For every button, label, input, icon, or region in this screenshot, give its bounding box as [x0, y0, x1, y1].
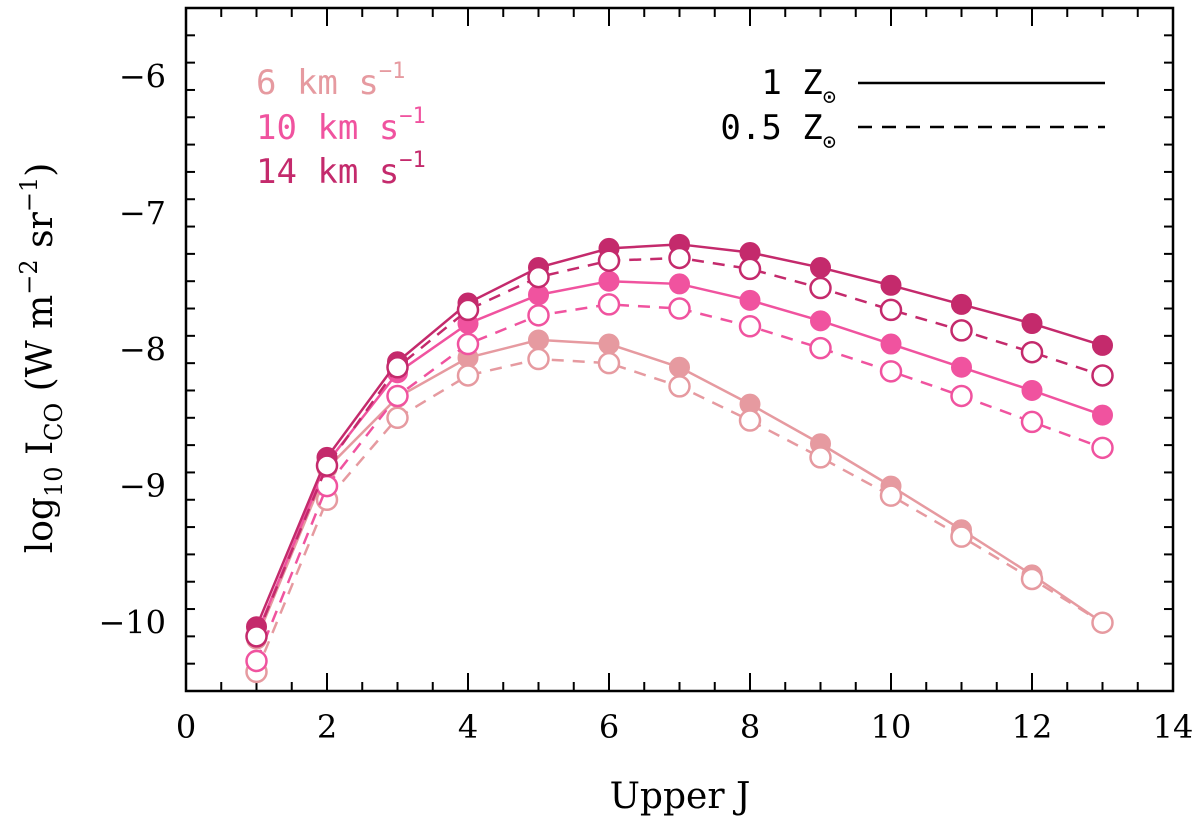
- data-point: [950, 319, 973, 342]
- data-point: [809, 446, 832, 469]
- data-point: [1020, 567, 1044, 591]
- y-tick-label: −6: [119, 57, 166, 95]
- data-point: [597, 351, 621, 375]
- y-axis-units: (W m: [20, 295, 61, 403]
- data-point: [598, 333, 620, 355]
- x-tick-label: 6: [599, 708, 619, 746]
- data-point: [456, 364, 480, 387]
- legend-velocity-10: 10 km s−1: [256, 104, 426, 148]
- data-point: [597, 249, 621, 272]
- y-axis-sr: sr: [20, 211, 61, 259]
- series-3: [245, 293, 1114, 673]
- x-tick-label: 12: [1012, 708, 1053, 746]
- plot-frame: [184, 6, 1175, 693]
- data-point: [1021, 313, 1043, 335]
- y-tick-label: −10: [98, 604, 166, 642]
- legend-velocity-14: 14 km s−1: [256, 148, 426, 192]
- data-point: [739, 289, 761, 311]
- x-tick-label: 8: [740, 708, 760, 746]
- legend-metallicity-0-5: 0.5 Z⊙: [720, 108, 836, 155]
- y-axis-m-exp: −2: [15, 259, 43, 294]
- data-point: [315, 474, 339, 498]
- data-point: [810, 310, 831, 332]
- data-point: [1020, 340, 1044, 364]
- axis-ticks: [185, 7, 1174, 692]
- y-axis-log: log: [20, 497, 61, 553]
- data-point: [879, 484, 903, 507]
- x-tick-label: 10: [871, 708, 912, 746]
- data-point: [668, 375, 691, 398]
- data-point: [1091, 436, 1114, 460]
- y-axis-log-sub: 10: [40, 466, 68, 497]
- data-point: [951, 356, 972, 378]
- legend-velocity-6: 6 km s−1: [256, 59, 405, 103]
- data-point: [598, 270, 620, 292]
- data-point: [1091, 611, 1114, 634]
- x-axis-title: Upper J: [610, 776, 751, 817]
- data-point: [669, 356, 690, 378]
- series-2: [246, 270, 1113, 646]
- series-line: [255, 357, 1104, 673]
- data-point: [1021, 379, 1043, 401]
- data-point: [527, 265, 550, 289]
- data-point: [951, 293, 972, 315]
- y-axis-title: log10 ICO (W m−2 sr−1): [15, 163, 68, 554]
- tick-labels: 0 2 4 6 8 10 12 14 −10 −9 −8 −7 −6: [98, 57, 1193, 746]
- data-point: [528, 329, 549, 351]
- series-layer: [245, 233, 1114, 684]
- data-point: [738, 409, 762, 432]
- data-point: [810, 257, 831, 279]
- data-point: [456, 298, 480, 322]
- data-point: [668, 297, 691, 320]
- series-5: [245, 246, 1114, 648]
- data-point: [809, 336, 832, 360]
- y-axis-i: I: [20, 441, 61, 467]
- y-tick-label: −7: [119, 194, 166, 232]
- data-point: [879, 360, 903, 383]
- y-tick-label: −9: [119, 467, 166, 505]
- data-point: [597, 293, 621, 316]
- series-line: [255, 279, 1103, 636]
- data-point: [950, 384, 973, 408]
- x-tick-label: 4: [458, 708, 478, 746]
- data-point: [669, 273, 690, 295]
- data-point: [456, 332, 480, 356]
- data-point: [1091, 364, 1114, 387]
- data-point: [1092, 404, 1113, 426]
- series-4: [246, 233, 1113, 638]
- y-axis-i-sub: CO: [40, 403, 68, 441]
- y-tick-label: −8: [119, 331, 166, 369]
- data-point: [1020, 410, 1044, 434]
- data-point: [950, 525, 973, 548]
- legend-metallicity-1: 1 Z⊙: [761, 63, 836, 110]
- data-point: [245, 649, 268, 673]
- data-point: [879, 298, 903, 322]
- data-point: [245, 625, 268, 648]
- y-axis-sr-exp: −1: [15, 177, 43, 212]
- data-point: [880, 274, 902, 296]
- data-point: [1092, 334, 1113, 356]
- data-point: [738, 257, 762, 281]
- data-point: [386, 356, 409, 379]
- data-point: [880, 333, 902, 355]
- data-point: [809, 276, 832, 300]
- legend-velocity: 6 km s−1 10 km s−1 14 km s−1: [256, 59, 426, 192]
- x-tick-label: 0: [176, 708, 196, 746]
- x-tick-label: 2: [317, 708, 337, 746]
- x-tick-label: 14: [1153, 708, 1194, 746]
- y-axis-close: ): [20, 163, 61, 177]
- data-point: [386, 406, 409, 430]
- data-point: [527, 304, 550, 327]
- data-point: [668, 246, 691, 270]
- data-point: [386, 384, 409, 408]
- data-point: [315, 454, 339, 477]
- data-point: [527, 347, 550, 371]
- data-point: [738, 315, 762, 338]
- legend-metallicity: 1 Z⊙ 0.5 Z⊙: [720, 63, 1105, 155]
